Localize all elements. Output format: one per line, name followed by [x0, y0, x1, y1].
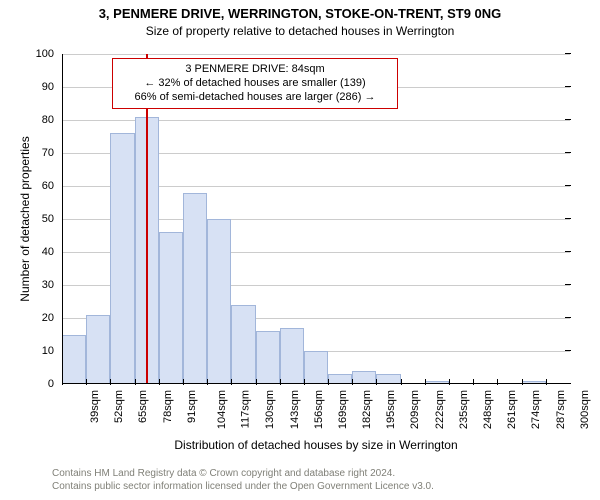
callout-line: 3 PENMERE DRIVE: 84sqm [119, 63, 391, 77]
x-tick-mark [473, 379, 474, 385]
footer-attribution: Contains HM Land Registry data © Crown c… [52, 468, 434, 493]
y-tick-mark [565, 86, 571, 87]
page-title: 3, PENMERE DRIVE, WERRINGTON, STOKE-ON-T… [0, 6, 600, 22]
x-tick-mark [183, 379, 184, 385]
x-tick-label: 248sqm [482, 390, 494, 429]
x-tick-label: 195sqm [385, 390, 397, 429]
x-tick-mark [449, 379, 450, 385]
x-tick-label: 156sqm [313, 390, 325, 429]
y-tick-mark [565, 185, 571, 186]
x-tick-label: 169sqm [337, 390, 349, 429]
callout-line: 66% of semi-detached houses are larger (… [119, 91, 391, 105]
x-tick-label: 287sqm [555, 390, 567, 429]
page-subtitle: Size of property relative to detached ho… [0, 24, 600, 38]
x-tick-label: 39sqm [89, 390, 101, 423]
x-tick-mark [425, 379, 426, 385]
x-tick-label: 182sqm [361, 390, 373, 429]
x-tick-label: 222sqm [434, 390, 446, 429]
x-tick-label: 274sqm [531, 390, 543, 429]
x-tick-mark [207, 379, 208, 385]
x-tick-label: 143sqm [289, 390, 301, 429]
x-tick-mark [352, 379, 353, 385]
y-tick-mark [565, 53, 571, 54]
x-tick-label: 130sqm [264, 390, 276, 429]
x-tick-mark [159, 379, 160, 385]
y-tick-mark [565, 317, 571, 318]
x-tick-label: 300sqm [579, 390, 591, 429]
x-tick-mark [522, 379, 523, 385]
x-tick-mark [304, 379, 305, 385]
y-tick-mark [565, 218, 571, 219]
y-tick-mark [565, 350, 571, 351]
callout-box: 3 PENMERE DRIVE: 84sqm ← 32% of detached… [112, 58, 398, 109]
y-tick-mark [565, 383, 571, 384]
callout-line: ← 32% of detached houses are smaller (13… [119, 77, 391, 91]
x-tick-mark [110, 379, 111, 385]
y-tick-mark [565, 119, 571, 120]
footer-line: Contains public sector information licen… [52, 481, 434, 494]
y-tick-label: 50 [42, 213, 62, 225]
footer-line: Contains HM Land Registry data © Crown c… [52, 468, 434, 481]
y-tick-label: 90 [42, 81, 62, 93]
y-tick-label: 60 [42, 180, 62, 192]
y-tick-label: 20 [42, 312, 62, 324]
x-tick-mark [231, 379, 232, 385]
y-tick-label: 80 [42, 114, 62, 126]
x-tick-mark [401, 379, 402, 385]
y-tick-mark [565, 152, 571, 153]
y-tick-mark [565, 251, 571, 252]
y-axis-label: Number of detached properties [18, 54, 32, 384]
y-tick-label: 0 [48, 378, 62, 390]
histogram-plot: 0102030405060708090100 39sqm52sqm65sqm78… [62, 54, 570, 384]
x-tick-label: 261sqm [506, 390, 518, 429]
y-tick-label: 10 [42, 345, 62, 357]
y-tick-label: 40 [42, 246, 62, 258]
x-tick-label: 117sqm [239, 390, 251, 428]
x-tick-mark [497, 379, 498, 385]
x-tick-mark [86, 379, 87, 385]
x-tick-mark [256, 379, 257, 385]
x-tick-mark [376, 379, 377, 385]
x-axis-label: Distribution of detached houses by size … [62, 438, 570, 452]
y-tick-mark [565, 284, 571, 285]
x-tick-label: 104sqm [216, 390, 228, 429]
y-tick-label: 30 [42, 279, 62, 291]
x-tick-label: 65sqm [137, 390, 149, 423]
y-tick-label: 70 [42, 147, 62, 159]
x-tick-label: 91sqm [186, 390, 198, 423]
x-tick-label: 209sqm [410, 390, 422, 429]
x-tick-label: 52sqm [113, 390, 125, 423]
x-tick-mark [280, 379, 281, 385]
x-tick-label: 235sqm [458, 390, 470, 429]
x-tick-mark [328, 379, 329, 385]
x-tick-mark [62, 379, 63, 385]
x-tick-mark [135, 379, 136, 385]
x-tick-label: 78sqm [162, 390, 174, 423]
x-tick-mark [546, 379, 547, 385]
y-tick-label: 100 [36, 48, 62, 60]
